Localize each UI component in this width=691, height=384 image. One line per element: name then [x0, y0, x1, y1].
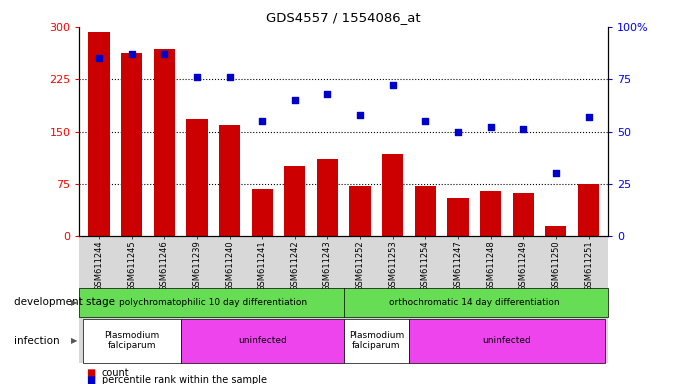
Bar [88, 33, 110, 236]
Bar [350, 186, 370, 236]
Point [453, 128, 464, 135]
Text: ▶: ▶ [71, 298, 78, 307]
Text: development stage: development stage [14, 297, 115, 308]
Bar [578, 184, 599, 236]
Text: count: count [102, 368, 129, 378]
Text: Plasmodium
falciparum: Plasmodium falciparum [104, 331, 160, 351]
Point [550, 170, 561, 177]
Text: orthochromatic 14 day differentiation: orthochromatic 14 day differentiation [389, 298, 560, 307]
Text: ■: ■ [86, 368, 95, 378]
Bar [284, 166, 305, 236]
Point [159, 51, 170, 57]
Point [126, 51, 138, 57]
Point [518, 126, 529, 132]
Bar [415, 186, 436, 236]
Point [354, 112, 366, 118]
Point [387, 83, 398, 89]
Bar [153, 49, 175, 236]
Point [420, 118, 431, 124]
Bar [187, 119, 207, 236]
Bar [252, 189, 273, 236]
Text: Plasmodium
falciparum: Plasmodium falciparum [349, 331, 404, 351]
Text: ▶: ▶ [71, 336, 78, 345]
Text: polychromatophilic 10 day differentiation: polychromatophilic 10 day differentiatio… [119, 298, 307, 307]
Point [290, 97, 301, 103]
Text: percentile rank within the sample: percentile rank within the sample [102, 375, 267, 384]
Point [93, 55, 104, 61]
Point [191, 74, 202, 80]
Text: ■: ■ [86, 375, 95, 384]
Bar [382, 154, 404, 236]
Point [485, 124, 496, 131]
Bar [121, 53, 142, 236]
Bar [480, 191, 501, 236]
Bar [317, 159, 338, 236]
Text: uninfected: uninfected [238, 336, 287, 345]
Bar [545, 226, 567, 236]
Bar [219, 124, 240, 236]
Bar [447, 198, 468, 236]
Text: infection: infection [14, 336, 59, 346]
Bar [513, 193, 534, 236]
Point [322, 91, 333, 97]
Text: uninfected: uninfected [482, 336, 531, 345]
Point [224, 74, 235, 80]
Point [256, 118, 267, 124]
Point [583, 114, 594, 120]
Title: GDS4557 / 1554086_at: GDS4557 / 1554086_at [267, 11, 421, 24]
